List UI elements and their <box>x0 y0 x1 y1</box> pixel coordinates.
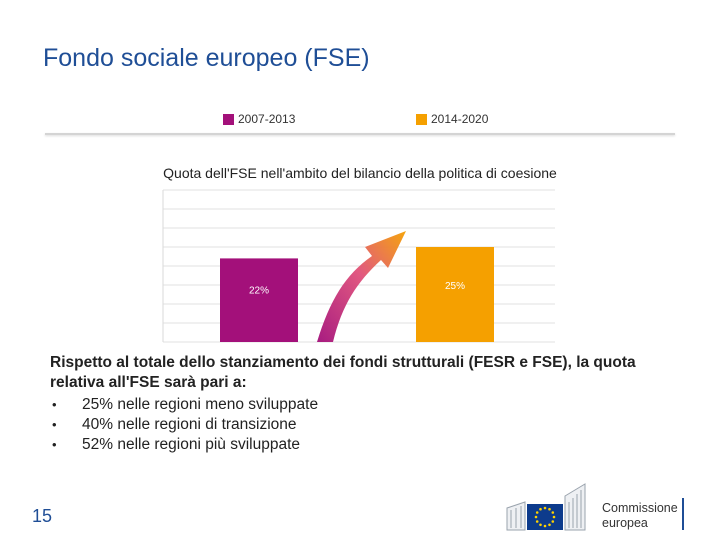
legend-label-2007-2013: 2007-2013 <box>238 112 296 126</box>
body-bullets: 25% nelle regioni meno sviluppate 40% ne… <box>50 395 680 455</box>
chart-legend: 2007-2013 2014-2020 <box>0 112 720 128</box>
logo-bar <box>682 498 684 530</box>
logo-text: Commissione europea <box>602 501 678 531</box>
body-lead: Rispetto al totale dello stanziamento de… <box>50 354 636 391</box>
legend-label-2014-2020: 2014-2020 <box>431 112 489 126</box>
legend-item-2014-2020: 2014-2020 <box>416 112 488 126</box>
legend-item-2007-2013: 2007-2013 <box>223 112 295 126</box>
header-divider <box>45 133 675 135</box>
data-label-2014-2020: 25% <box>445 281 465 292</box>
body-text: Rispetto al totale dello stanziamento de… <box>50 353 680 455</box>
bullet-item: 52% nelle regioni più sviluppate <box>50 435 680 455</box>
bullet-item: 25% nelle regioni meno sviluppate <box>50 395 680 415</box>
slide-title: Fondo sociale europeo (FSE) <box>43 44 370 72</box>
eu-flag-icon <box>506 483 586 531</box>
chart-bars <box>220 247 494 342</box>
growth-arrow <box>317 231 406 342</box>
bullet-item: 40% nelle regioni di transizione <box>50 415 680 435</box>
chart-data-labels: 22% 25% <box>249 281 465 297</box>
page-number: 15 <box>32 506 53 526</box>
logo-line2: europea <box>602 516 648 530</box>
legend-swatch-2007-2013 <box>223 113 234 125</box>
chart-title: Quota dell'FSE nell'ambito del bilancio … <box>163 165 557 181</box>
bar-2007-2013 <box>220 258 298 342</box>
data-label-2007-2013: 22% <box>249 286 269 297</box>
ec-logo: Commissione europea <box>505 482 695 534</box>
legend-swatch-2014-2020 <box>416 113 427 125</box>
bar-2014-2020 <box>416 247 494 342</box>
logo-line1: Commissione <box>602 501 678 515</box>
